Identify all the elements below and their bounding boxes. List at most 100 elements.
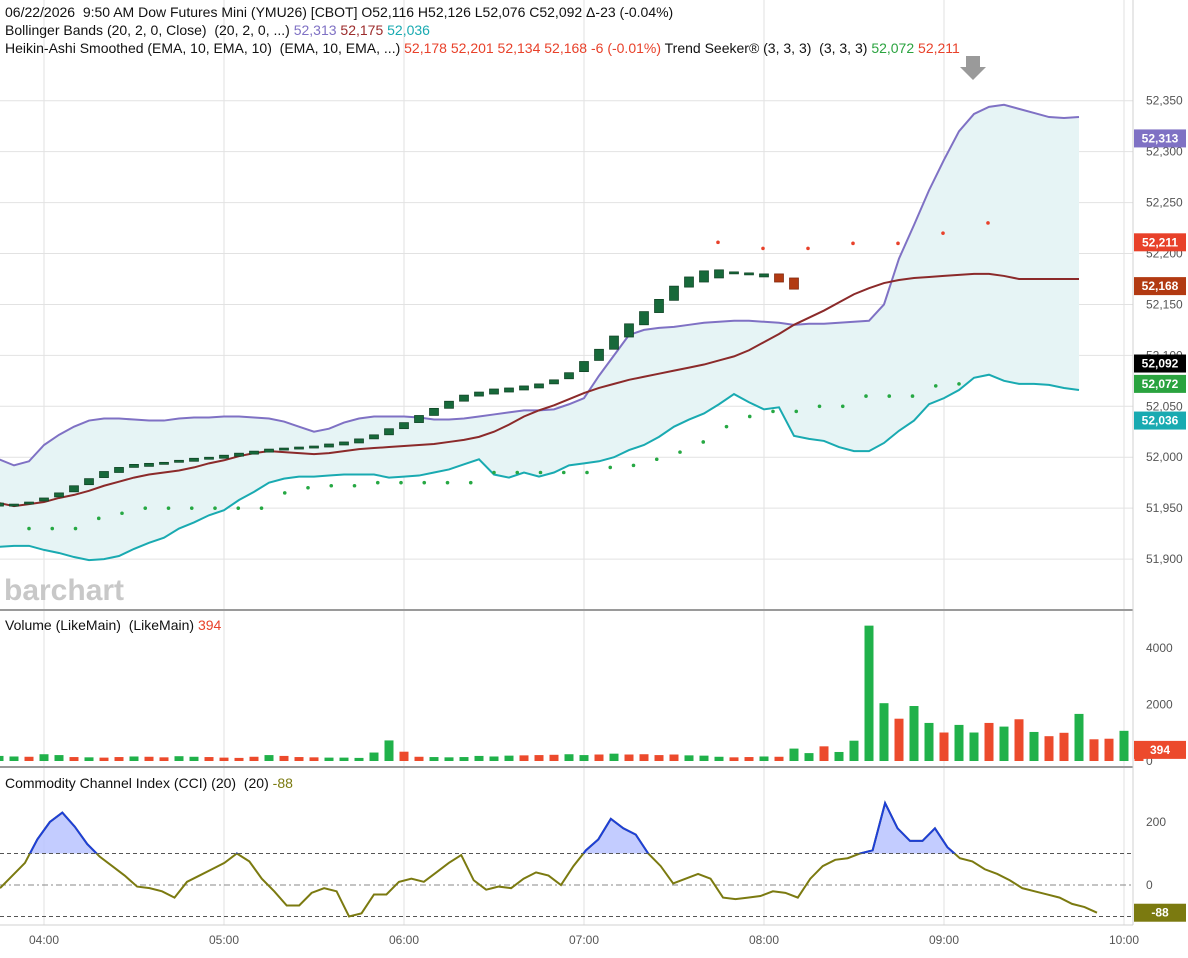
heikin-ashi-candle (384, 428, 394, 436)
volume-bar (249, 756, 259, 761)
volume-bar (849, 740, 859, 761)
heikin-ashi-candle (414, 415, 424, 423)
volume-bar (774, 756, 784, 761)
trend-seeker-dot (933, 384, 938, 388)
volume-bar (129, 756, 139, 761)
heikin-ashi-legend: Heikin-Ashi Smoothed (EMA, 10, EMA, 10) … (5, 39, 960, 57)
volume-bar (309, 757, 319, 761)
trend-seeker-dot (957, 382, 961, 386)
trend-seeker-dot (143, 506, 148, 510)
trend-seeker-dot (329, 483, 334, 488)
trend-seeker-dot (851, 241, 855, 246)
x-tick-label: 04:00 (29, 933, 59, 947)
heikin-ashi-candle (204, 456, 214, 460)
trend-seeker-dot (399, 480, 403, 485)
volume-bar (879, 703, 889, 761)
heikin-ashi-candle (339, 441, 349, 446)
volume-bar (534, 755, 544, 761)
volume-bar (399, 751, 409, 761)
volume-bar (924, 722, 934, 761)
trend-seeker-dot (50, 526, 55, 531)
trend-seeker-dot (701, 440, 706, 444)
trend-seeker-dot (678, 450, 682, 454)
heikin-ashi-candle (729, 271, 739, 275)
trend-seeker-dot (352, 483, 357, 488)
volume-bar (819, 746, 829, 761)
x-tick-label: 06:00 (389, 933, 419, 947)
volume-bar (354, 757, 364, 761)
cci-legend: Commodity Channel Index (CCI) (20) (20) … (5, 774, 293, 792)
heikin-ashi-candle (9, 503, 19, 507)
price-badge-text: 52,168 (1142, 279, 1179, 293)
volume-bar (639, 754, 649, 761)
heikin-ashi-candle (159, 461, 169, 465)
volume-bar (984, 722, 994, 761)
volume-bar (69, 757, 79, 761)
trend-seeker-dot (538, 470, 543, 475)
volume-bar (294, 757, 304, 761)
heikin-ashi-values: 52,178 52,201 52,134 52,168 -6 (-0.01%) (404, 40, 665, 56)
volume-bar (864, 625, 874, 761)
trend-seeker-dot (887, 394, 892, 398)
heikin-ashi-candle (564, 372, 574, 380)
volume-bar (264, 755, 274, 761)
volume-bar (174, 756, 184, 761)
bollinger-lower-line (0, 373, 1080, 562)
price-badge (1134, 129, 1186, 148)
volume-bar (99, 757, 109, 761)
heikin-ashi-candle (534, 383, 544, 389)
trend-seeker-dot (282, 491, 287, 495)
volume-bar (759, 756, 769, 761)
volume-bar (999, 726, 1009, 761)
volume-bar (1059, 732, 1069, 761)
volume-bar (144, 756, 154, 761)
trend-seeker-dot (806, 246, 810, 251)
volume-bar (234, 757, 244, 761)
heikin-ashi-candle (264, 448, 274, 453)
volume-bar (1074, 713, 1084, 761)
trend-seeker-dot (771, 409, 775, 414)
heikin-ashi-candle (0, 502, 4, 507)
volume-bar (9, 756, 19, 761)
volume-bar (669, 754, 679, 761)
price-badge-text: 52,313 (1142, 131, 1179, 145)
volume-bar (159, 757, 169, 761)
price-badge (1134, 374, 1186, 393)
volume-bar (894, 718, 904, 761)
trend-seeker-dot (120, 511, 124, 516)
volume-bar (519, 755, 529, 761)
cci-value: -88 (272, 775, 293, 791)
volume-bar (474, 755, 484, 761)
volume-tick-label: 4000 (1146, 641, 1173, 655)
bollinger-mid-line (0, 272, 1079, 508)
heikin-ashi-candle (654, 299, 664, 313)
y-tick-label: 52,250 (1146, 196, 1183, 210)
volume-bar (654, 755, 664, 761)
trend-seeker-dot (213, 506, 217, 510)
trend-seeker-dot (941, 231, 945, 235)
trend-seeker-dot (761, 246, 765, 251)
barchart-watermark: barchart (4, 574, 124, 607)
heikin-ashi-candle (219, 454, 229, 459)
trend-seeker-dot (817, 404, 822, 409)
heikin-ashi-label: Heikin-Ashi Smoothed (EMA, 10, EMA, 10) … (5, 40, 405, 56)
y-tick-label: 51,900 (1146, 552, 1183, 566)
heikin-ashi-candle (489, 388, 499, 395)
trend-seeker-dot (96, 516, 101, 521)
trend-seeker-dot (73, 526, 78, 531)
volume-bar (714, 756, 724, 761)
trend-seeker-dot (747, 414, 752, 419)
heikin-ashi-candle (84, 478, 94, 486)
y-tick-label: 52,050 (1146, 399, 1183, 413)
cci-tick-label: 200 (1146, 815, 1166, 829)
volume-bar (789, 748, 799, 761)
volume-bar (624, 754, 634, 761)
volume-badge (1134, 740, 1186, 759)
heikin-ashi-candle (144, 462, 154, 467)
trend-seeker-dot (654, 457, 659, 462)
cci-overbought-fill (0, 803, 1097, 854)
bollinger-label: Bollinger Bands (20, 2, 0, Close) (20, 2… (5, 22, 294, 38)
heikin-ashi-candle (459, 394, 469, 402)
